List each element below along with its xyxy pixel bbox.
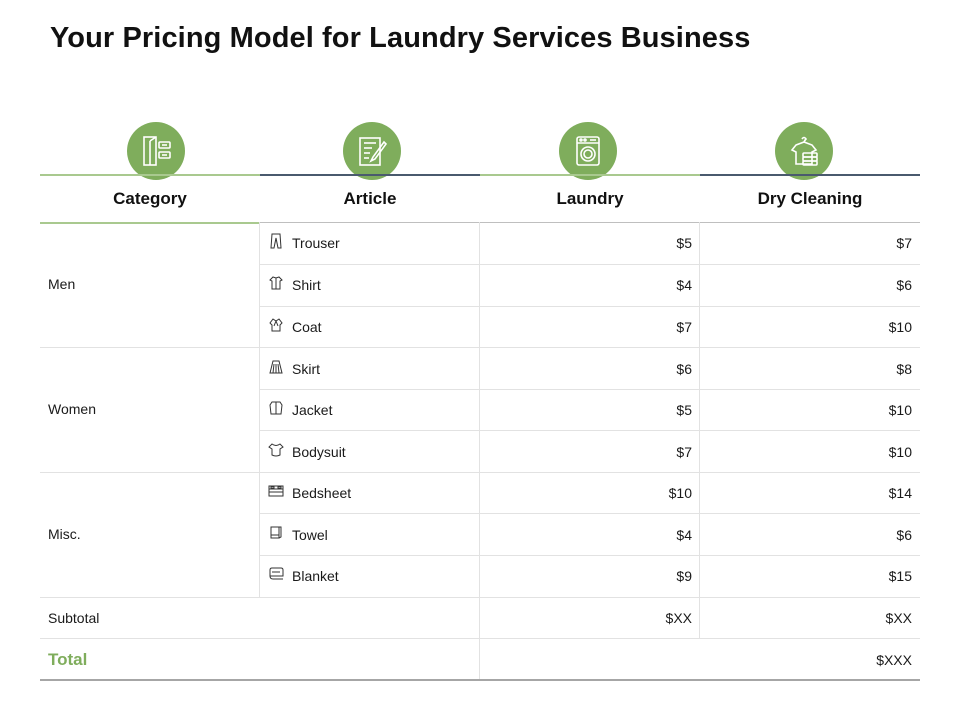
article-label: Bodysuit bbox=[292, 443, 346, 460]
table-row: Coat $7 $10 bbox=[40, 306, 920, 348]
category-men: Men bbox=[48, 276, 76, 292]
table-bottom-border bbox=[40, 679, 920, 681]
header-bar-dry-cleaning bbox=[700, 174, 920, 176]
bodysuit-icon bbox=[268, 442, 284, 461]
dry-cleaning-price: $14 bbox=[888, 484, 912, 501]
dry-cleaning-price: $10 bbox=[888, 401, 912, 418]
laundry-price: $7 bbox=[676, 443, 692, 460]
article-label: Shirt bbox=[292, 276, 321, 293]
dry-cleaning-price: $15 bbox=[888, 567, 912, 584]
laundry-price: $4 bbox=[676, 526, 692, 543]
header-bar-category bbox=[40, 174, 260, 176]
header-category: Category bbox=[113, 189, 187, 208]
laundry-price: $5 bbox=[676, 234, 692, 251]
article-label: Blanket bbox=[292, 567, 339, 584]
laundry-price: $7 bbox=[676, 318, 692, 335]
bedsheet-icon bbox=[268, 483, 284, 502]
article-label: Coat bbox=[292, 318, 322, 335]
table-row: Skirt $6 $8 bbox=[40, 348, 920, 390]
header-bar-article bbox=[260, 174, 480, 176]
table-row: Bedsheet $10 $14 bbox=[40, 472, 920, 514]
laundry-price: $5 bbox=[676, 401, 692, 418]
subtotal-row: Subtotal $XX $XX bbox=[40, 597, 920, 639]
divider bbox=[260, 513, 920, 514]
divider bbox=[259, 222, 260, 597]
page-title: Your Pricing Model for Laundry Services … bbox=[50, 22, 751, 54]
divider bbox=[260, 264, 920, 265]
dry-cleaning-price: $10 bbox=[888, 443, 912, 460]
article-label: Trouser bbox=[292, 234, 340, 251]
laundry-price: $4 bbox=[676, 276, 692, 293]
blanket-icon bbox=[268, 566, 284, 585]
table-row: Towel $4 $6 bbox=[40, 514, 920, 556]
divider bbox=[260, 555, 920, 556]
dry-cleaning-price: $6 bbox=[896, 276, 912, 293]
table-row: Trouser $5 $7 bbox=[40, 222, 920, 264]
towel-icon bbox=[268, 525, 284, 544]
subtotal-laundry: $XX bbox=[665, 609, 692, 626]
divider bbox=[260, 306, 920, 307]
divider bbox=[40, 472, 920, 473]
divider bbox=[260, 430, 920, 431]
laundry-price: $10 bbox=[668, 484, 692, 501]
jacket-icon bbox=[268, 400, 284, 419]
table-header: Category Article Laundry Dry Cleaning bbox=[40, 176, 920, 222]
header-dry-cleaning: Dry Cleaning bbox=[757, 189, 863, 208]
total-value: $XXX bbox=[876, 651, 912, 668]
subtotal-label: Subtotal bbox=[48, 609, 100, 626]
coat-icon bbox=[268, 317, 284, 336]
divider bbox=[40, 638, 920, 639]
subtotal-dry-cleaning: $XX bbox=[885, 609, 912, 626]
total-label: Total bbox=[48, 649, 88, 669]
header-laundry: Laundry bbox=[556, 189, 624, 208]
header-underline-gray bbox=[260, 222, 920, 223]
article-label: Towel bbox=[292, 526, 328, 543]
table-row: Jacket $5 $10 bbox=[40, 389, 920, 431]
category-women: Women bbox=[48, 401, 96, 417]
dry-cleaning-price: $6 bbox=[896, 526, 912, 543]
trouser-icon bbox=[268, 233, 284, 252]
divider bbox=[260, 389, 920, 390]
header-bar-laundry bbox=[480, 174, 700, 176]
wardrobe-icon bbox=[127, 122, 185, 180]
table-row: Shirt $4 $6 bbox=[40, 264, 920, 306]
checklist-icon bbox=[343, 122, 401, 180]
header-article: Article bbox=[343, 189, 397, 208]
divider bbox=[40, 347, 920, 348]
dry-cleaning-price: $10 bbox=[888, 318, 912, 335]
divider bbox=[479, 222, 480, 679]
divider bbox=[40, 597, 920, 598]
laundry-price: $9 bbox=[676, 567, 692, 584]
article-label: Bedsheet bbox=[292, 484, 352, 501]
category-misc: Misc. bbox=[48, 526, 81, 542]
table-row: Blanket $9 $15 bbox=[40, 555, 920, 597]
article-label: Jacket bbox=[292, 401, 333, 418]
total-row: Total $XXX bbox=[40, 639, 920, 681]
article-label: Skirt bbox=[292, 360, 320, 377]
skirt-icon bbox=[268, 359, 284, 378]
shirt-icon bbox=[268, 275, 284, 294]
header-underline-green bbox=[40, 222, 260, 224]
laundry-price: $6 bbox=[676, 360, 692, 377]
table-row: Bodysuit $7 $10 bbox=[40, 431, 920, 473]
shirt-folded-clothes-icon bbox=[775, 122, 833, 180]
dry-cleaning-price: $7 bbox=[896, 234, 912, 251]
washing-machine-icon bbox=[559, 122, 617, 180]
dry-cleaning-price: $8 bbox=[896, 360, 912, 377]
